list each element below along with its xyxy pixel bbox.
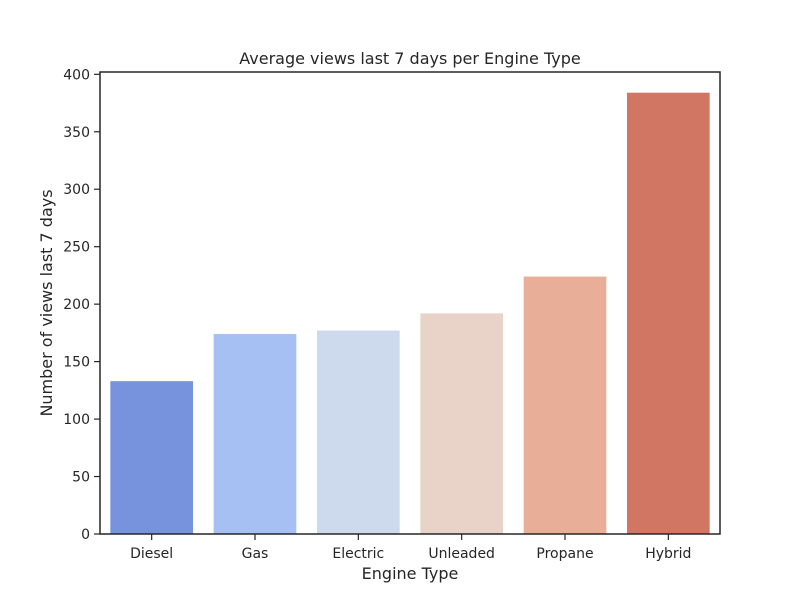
y-tick-label: 100: [63, 412, 90, 428]
y-tick-label: 150: [63, 355, 90, 371]
bar-electric: [317, 330, 400, 534]
bar-gas: [213, 334, 297, 534]
bar-unleaded: [420, 313, 503, 534]
bar-diesel: [110, 381, 193, 534]
y-tick-label: 250: [63, 240, 90, 256]
x-tick-label: Diesel: [130, 546, 173, 562]
x-axis-ticks: Diesel Gas Electric Unleaded Propane Hybrid: [130, 534, 691, 562]
y-tick-label: 400: [63, 67, 90, 83]
y-tick-label: 300: [63, 182, 90, 198]
bars-group: [110, 92, 710, 534]
x-tick-label: Electric: [332, 546, 384, 562]
bar-propane: [523, 276, 607, 534]
x-tick-label: Gas: [242, 546, 269, 562]
y-axis-ticks: 0 50 100 150 200 250 300 350 400: [63, 67, 100, 543]
chart-title: Average views last 7 days per Engine Typ…: [239, 49, 580, 68]
y-tick-label: 50: [72, 470, 90, 486]
x-tick-label: Propane: [536, 546, 593, 562]
y-axis-title: Number of views last 7 days: [37, 189, 56, 416]
bar-hybrid: [627, 92, 710, 534]
x-tick-label: Unleaded: [428, 546, 495, 562]
x-tick-label: Hybrid: [645, 546, 691, 562]
y-tick-label: 0: [81, 527, 90, 543]
x-axis-title: Engine Type: [362, 564, 459, 583]
y-tick-label: 200: [63, 297, 90, 313]
plot-frame: [99, 71, 721, 535]
y-tick-label: 350: [63, 125, 90, 141]
